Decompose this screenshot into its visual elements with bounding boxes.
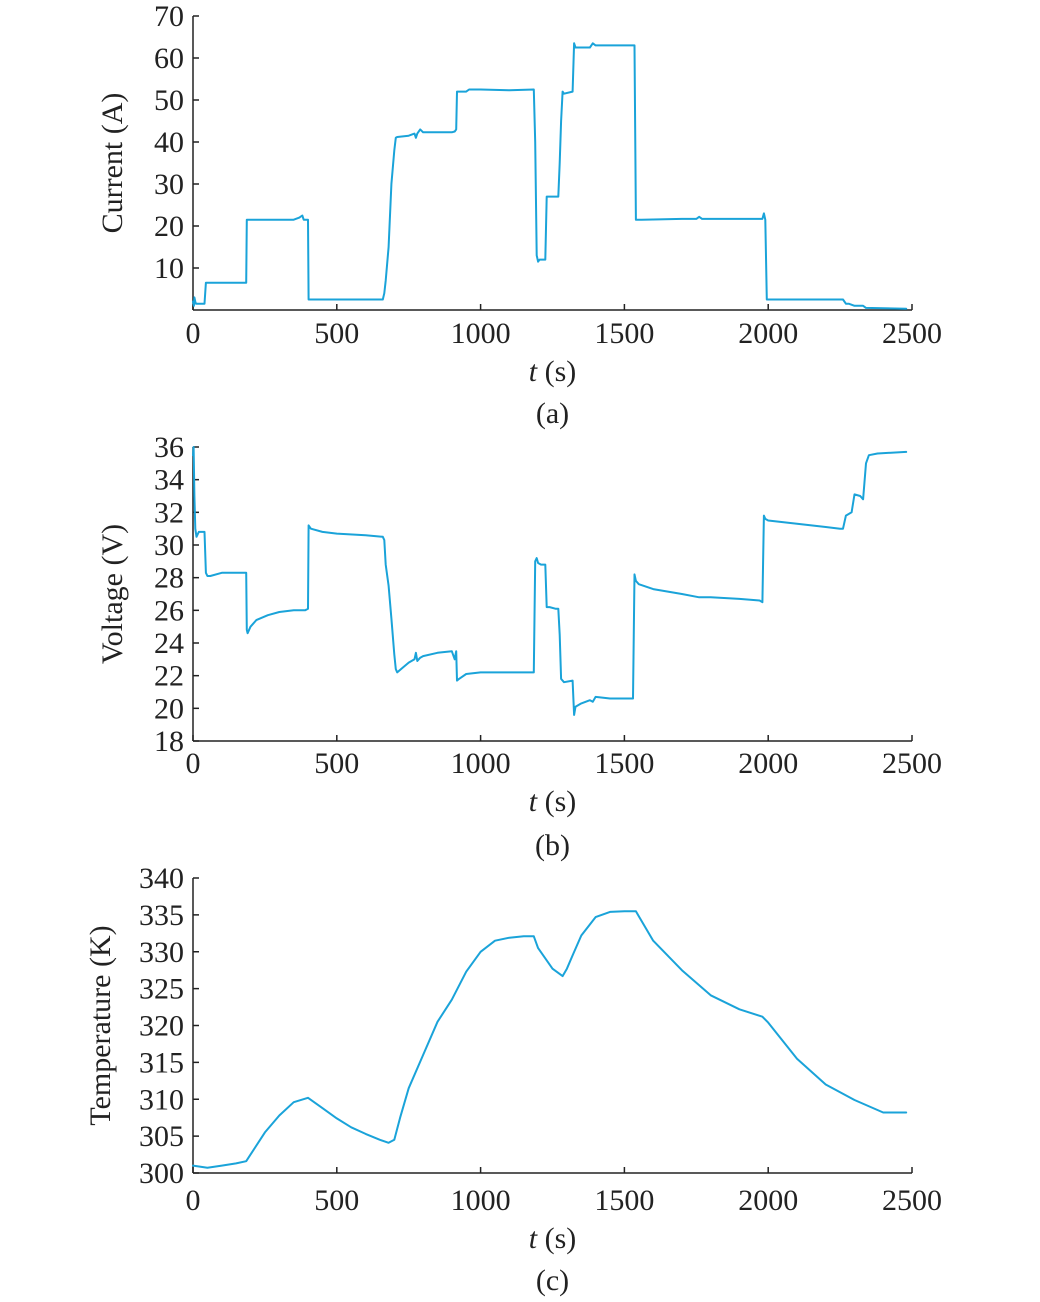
y-tick-label: 330	[139, 936, 184, 969]
y-tick-label: 310	[139, 1083, 184, 1116]
x-tick-label: 500	[314, 747, 359, 780]
y-tick-label: 325	[139, 973, 184, 1006]
chart-panel-1: 0 500 1000 1500 2000 2500 18202224262830323436…	[96, 431, 942, 862]
x-tick-label: 2000	[738, 1184, 798, 1217]
y-tick-label: 40	[154, 126, 184, 159]
x-tick-label: 2500	[882, 317, 942, 350]
panel-label: (c)	[536, 1264, 569, 1297]
y-tick-label: 36	[154, 431, 184, 464]
panel-label: (b)	[535, 829, 570, 862]
x-axis-label-unit: (s)	[537, 355, 576, 388]
y-axis-label: Current (A)	[96, 93, 129, 234]
y-axis-label: Voltage (V)	[96, 524, 129, 664]
y-tick-label: 300	[139, 1157, 184, 1190]
x-axis-label: t (s)	[529, 1222, 577, 1255]
y-tick-label: 28	[154, 562, 184, 595]
y-tick-label: 70	[154, 0, 184, 33]
x-tick-label: 1500	[594, 747, 654, 780]
x-tick-label: 1000	[451, 1184, 511, 1217]
x-tick-label: 2500	[882, 747, 942, 780]
series-line-0	[192, 910, 908, 1169]
y-tick-label: 20	[154, 210, 184, 243]
x-axis-label-variable: t	[529, 355, 538, 388]
y-tick-label: 22	[154, 660, 184, 693]
x-axis-label-unit: (s)	[537, 785, 576, 818]
x-tick-label: 1500	[594, 1184, 654, 1217]
x-tick-label: 0	[186, 317, 201, 350]
y-tick-label: 50	[154, 84, 184, 117]
x-tick-label: 2000	[738, 747, 798, 780]
y-tick-label: 335	[139, 899, 184, 932]
x-axis-label-variable: t	[529, 785, 538, 818]
y-tick-label: 20	[154, 692, 184, 725]
y-tick-label: 24	[154, 627, 184, 660]
x-axis-label: t (s)	[529, 785, 577, 818]
y-tick-label: 32	[154, 496, 184, 529]
x-tick-label: 2000	[738, 317, 798, 350]
x-tick-label: 2500	[882, 1184, 942, 1217]
y-tick-label: 320	[139, 1010, 184, 1043]
y-tick-label: 18	[154, 725, 184, 758]
x-tick-label: 1500	[594, 317, 654, 350]
x-tick-label: 500	[314, 1184, 359, 1217]
y-axis-label: Temperature (K)	[84, 925, 117, 1125]
series-line-0	[192, 446, 908, 716]
y-tick-label: 340	[139, 862, 184, 895]
y-tick-label: 30	[154, 168, 184, 201]
y-tick-label: 26	[154, 594, 184, 627]
y-tick-label: 10	[154, 252, 184, 285]
series-line-0	[192, 42, 908, 310]
y-tick-label: 305	[139, 1120, 184, 1153]
panel-label: (a)	[536, 397, 569, 430]
x-tick-label: 0	[186, 747, 201, 780]
x-tick-label: 0	[186, 1184, 201, 1217]
x-tick-label: 500	[314, 317, 359, 350]
x-axis-label-variable: t	[529, 1222, 538, 1255]
x-axis-label: t (s)	[529, 355, 577, 388]
x-tick-label: 1000	[451, 747, 511, 780]
x-tick-label: 1000	[451, 317, 511, 350]
y-tick-label: 60	[154, 42, 184, 75]
y-tick-label: 34	[154, 464, 184, 497]
x-axis-label-unit: (s)	[537, 1222, 576, 1255]
y-tick-label: 30	[154, 529, 184, 562]
y-tick-label: 315	[139, 1046, 184, 1079]
chart-panel-0: 0 500 1000 1500 2000 2500 10 20 30 40 50 60 70 t (s) C…	[96, 0, 942, 430]
